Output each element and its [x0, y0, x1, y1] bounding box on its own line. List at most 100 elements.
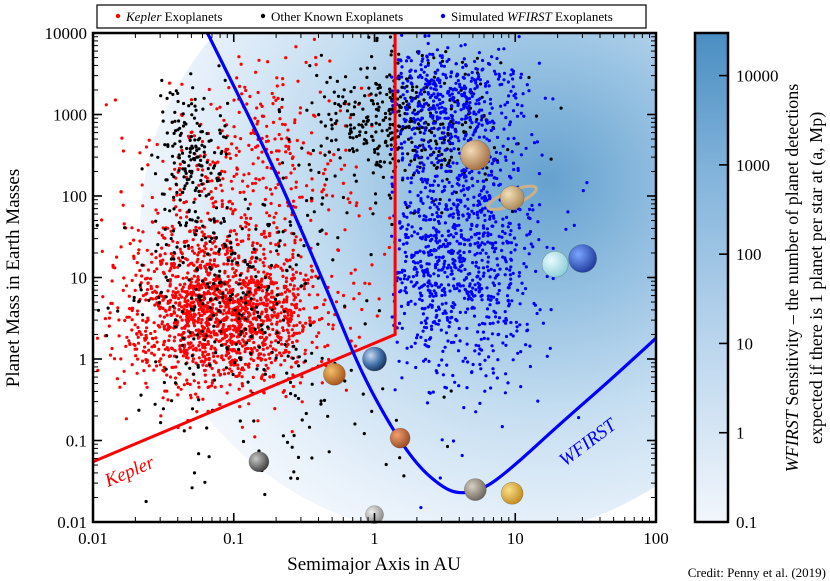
- kepler-point: [286, 308, 290, 312]
- kepler-point: [212, 354, 216, 359]
- known-point: [207, 285, 211, 289]
- kepler-point: [229, 249, 233, 253]
- kepler-point: [117, 318, 121, 322]
- known-point: [212, 324, 216, 328]
- known-point: [239, 296, 243, 300]
- kepler-point: [245, 221, 249, 225]
- wfirst-point: [470, 176, 474, 180]
- wfirst-point: [419, 199, 423, 203]
- kepler-point: [207, 357, 211, 362]
- wfirst-point: [435, 371, 439, 375]
- wfirst-point: [477, 266, 481, 270]
- kepler-point: [304, 321, 308, 325]
- kepler-point: [197, 288, 201, 292]
- kepler-point: [346, 197, 350, 201]
- kepler-point: [268, 187, 272, 191]
- wfirst-point: [436, 207, 440, 211]
- kepler-point: [185, 309, 189, 313]
- wfirst-point: [449, 233, 453, 237]
- wfirst-point: [501, 144, 505, 148]
- wfirst-point: [501, 217, 505, 221]
- wfirst-point: [514, 320, 519, 324]
- known-point: [239, 330, 243, 334]
- kepler-point: [227, 371, 231, 375]
- wfirst-point: [421, 143, 425, 147]
- kepler-point: [279, 266, 283, 270]
- kepler-point: [205, 329, 209, 333]
- known-point: [389, 53, 393, 57]
- kepler-point: [196, 275, 200, 279]
- kepler-point: [296, 287, 300, 291]
- kepler-point: [260, 114, 264, 118]
- kepler-point: [331, 323, 335, 327]
- known-point: [181, 124, 186, 128]
- kepler-point: [133, 323, 137, 327]
- wfirst-point: [419, 63, 423, 67]
- kepler-point: [188, 426, 192, 430]
- known-point: [277, 244, 281, 248]
- kepler-point: [135, 332, 139, 336]
- wfirst-point: [488, 217, 492, 221]
- known-point: [415, 85, 419, 89]
- known-point: [218, 128, 222, 132]
- wfirst-point: [409, 176, 414, 180]
- kepler-point: [166, 301, 170, 305]
- kepler-point: [203, 344, 207, 348]
- known-point: [445, 444, 450, 449]
- kepler-point: [153, 303, 157, 307]
- kepler-point: [154, 256, 158, 260]
- wfirst-point: [410, 225, 414, 229]
- wfirst-point: [426, 280, 430, 285]
- kepler-point: [251, 241, 255, 245]
- kepler-point: [242, 190, 246, 194]
- known-point: [259, 323, 263, 327]
- wfirst-point: [486, 269, 490, 273]
- wfirst-point: [424, 218, 428, 222]
- kepler-point: [281, 77, 285, 81]
- kepler-point: [189, 393, 193, 397]
- kepler-point: [167, 324, 171, 329]
- kepler-point: [367, 282, 371, 286]
- kepler-point: [158, 363, 162, 367]
- known-point: [206, 252, 210, 256]
- wfirst-point: [506, 80, 510, 84]
- wfirst-point: [519, 153, 524, 157]
- kepler-point: [122, 222, 126, 226]
- kepler-point: [235, 238, 239, 242]
- kepler-point: [170, 233, 174, 237]
- kepler-point: [247, 324, 252, 328]
- wfirst-point: [441, 349, 445, 353]
- known-point: [244, 327, 248, 331]
- kepler-point: [136, 309, 140, 313]
- wfirst-point: [489, 210, 493, 214]
- known-point: [437, 149, 441, 154]
- kepler-point: [146, 163, 150, 167]
- wfirst-point: [409, 136, 413, 140]
- wfirst-point: [491, 281, 495, 285]
- wfirst-point: [463, 87, 467, 91]
- kepler-point: [196, 257, 200, 261]
- wfirst-point: [411, 260, 416, 264]
- kepler-point: [207, 334, 211, 338]
- kepler-point: [283, 217, 287, 221]
- kepler-point: [185, 289, 189, 294]
- kepler-point: [175, 241, 180, 245]
- wfirst-point: [422, 146, 426, 150]
- kepler-point: [162, 315, 166, 319]
- kepler-point: [203, 373, 207, 377]
- kepler-point: [259, 283, 263, 287]
- kepler-point: [262, 264, 266, 268]
- wfirst-point: [467, 104, 471, 108]
- known-point: [180, 310, 184, 314]
- wfirst-point: [431, 320, 435, 324]
- wfirst-point: [415, 336, 419, 340]
- kepler-point: [244, 216, 248, 220]
- wfirst-point: [405, 112, 409, 116]
- kepler-point: [349, 339, 353, 343]
- wfirst-point: [445, 169, 449, 174]
- wfirst-point: [485, 286, 489, 290]
- known-point: [245, 341, 249, 345]
- kepler-point: [175, 314, 179, 318]
- wfirst-point: [521, 92, 525, 96]
